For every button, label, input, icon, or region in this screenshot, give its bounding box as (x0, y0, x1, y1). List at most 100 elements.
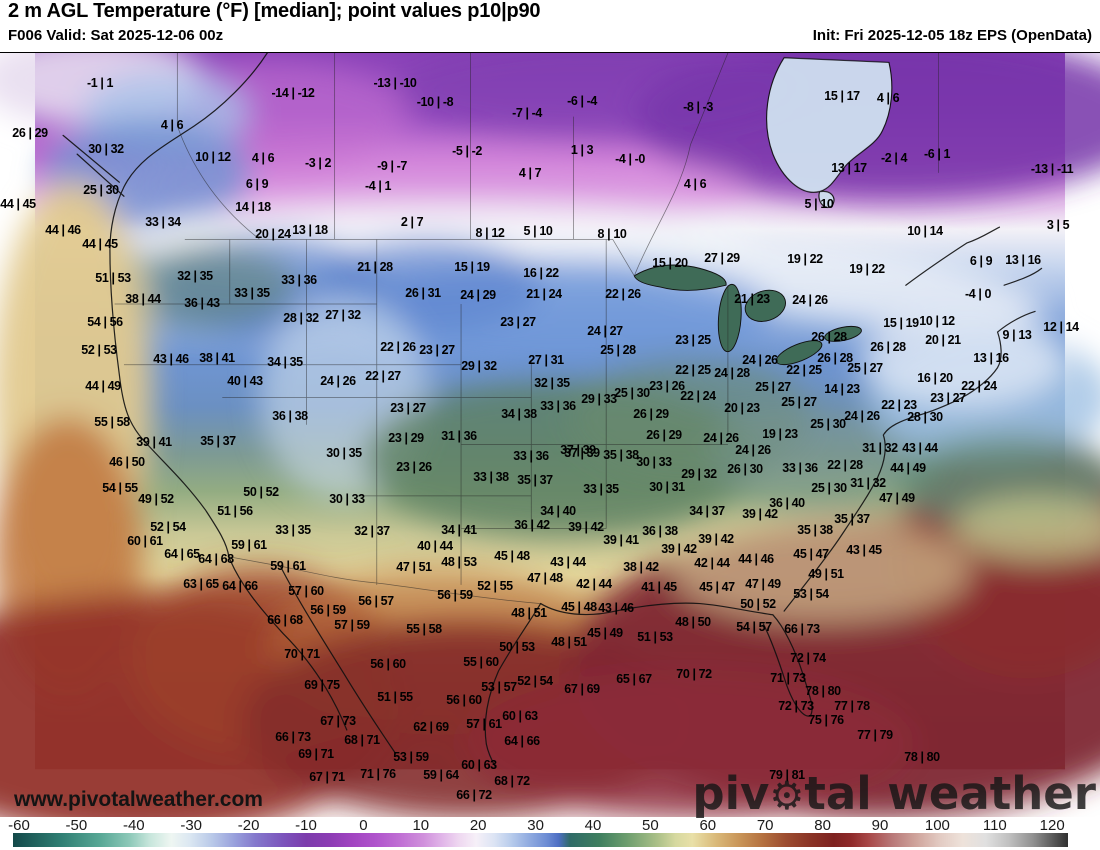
point-value: 32 | 35 (534, 376, 570, 390)
point-value: 45 | 48 (494, 549, 530, 563)
point-value: 53 | 59 (393, 750, 429, 764)
point-value: 16 | 20 (917, 371, 953, 385)
point-value: 53 | 54 (793, 587, 829, 601)
point-value: 20 | 23 (724, 401, 760, 415)
init-time: Init: Fri 2025-12-05 18z EPS (OpenData) (812, 27, 1092, 44)
point-value: 56 | 57 (358, 594, 394, 608)
point-value: 25 | 30 (810, 417, 846, 431)
point-value: 69 | 71 (298, 747, 334, 761)
point-value: 78 | 80 (805, 684, 841, 698)
point-value: 69 | 75 (304, 678, 340, 692)
point-value: 32 | 37 (354, 524, 390, 538)
point-value: 60 | 61 (127, 534, 163, 548)
point-value: 15 | 20 (652, 256, 688, 270)
point-value: 26 | 28 (870, 340, 906, 354)
point-value: 34 | 40 (540, 504, 576, 518)
point-value: 53 | 57 (481, 680, 517, 694)
point-value: 22 | 27 (365, 369, 401, 383)
point-value: 59 | 61 (270, 559, 306, 573)
point-value: 28 | 32 (283, 311, 319, 325)
point-value: 24 | 26 (703, 431, 739, 445)
point-value: 52 | 54 (150, 520, 186, 534)
point-value: 56 | 60 (370, 657, 406, 671)
point-value: 42 | 44 (694, 556, 730, 570)
point-value: 2 | 7 (400, 215, 424, 229)
point-value: 26 | 28 (817, 351, 853, 365)
point-value: 52 | 54 (517, 674, 553, 688)
point-value: 27 | 31 (528, 353, 564, 367)
point-value: 63 | 65 (183, 577, 219, 591)
point-value: 51 | 53 (95, 271, 131, 285)
header: 2 m AGL Temperature (°F) [median]; point… (0, 0, 1100, 52)
point-value: 24 | 26 (742, 353, 778, 367)
point-value: 30 | 33 (329, 492, 365, 506)
point-value: 51 | 55 (377, 690, 413, 704)
point-value: 23 | 27 (419, 343, 455, 357)
point-value: 54 | 55 (102, 481, 138, 495)
point-value: 79 | 81 (769, 768, 805, 782)
point-value: 56 | 60 (446, 693, 482, 707)
point-value: 34 | 37 (689, 504, 725, 518)
point-value: 14 | 18 (235, 200, 271, 214)
point-value: -10 | -8 (416, 95, 454, 109)
point-value: 19 | 22 (787, 252, 823, 266)
page-title: 2 m AGL Temperature (°F) [median]; point… (8, 0, 541, 22)
point-value: -4 | 0 (964, 287, 992, 301)
point-value: 22 | 24 (961, 379, 997, 393)
colorbar-tick-label: 60 (699, 817, 717, 834)
point-value: 64 | 66 (222, 579, 258, 593)
point-value: 5 | 10 (804, 197, 834, 211)
point-value: 43 | 46 (598, 601, 634, 615)
point-value: 52 | 53 (81, 343, 117, 357)
point-value: 29 | 32 (461, 359, 497, 373)
point-value: 35 | 38 (797, 523, 833, 537)
brand-logo: piv⚙tal weather (692, 771, 1096, 816)
logo-part1: piv (692, 767, 770, 818)
point-value: 13 | 17 (831, 161, 867, 175)
point-value: 1 | 3 (570, 143, 594, 157)
colorbar-tick-label: 120 (1039, 817, 1065, 834)
point-value: 36 | 40 (769, 496, 805, 510)
point-value: 15 | 17 (824, 89, 860, 103)
point-value: 48 | 51 (511, 606, 547, 620)
point-value: 22 | 23 (881, 398, 917, 412)
point-value: 44 | 45 (82, 237, 118, 251)
point-value: 59 | 64 (423, 768, 459, 782)
point-value: 25 | 28 (600, 343, 636, 357)
point-value: 25 | 27 (781, 395, 817, 409)
point-value: 44 | 46 (45, 223, 81, 237)
point-value: 39 | 41 (603, 533, 639, 547)
point-value: 75 | 76 (808, 713, 844, 727)
point-value: 27 | 32 (325, 308, 361, 322)
point-value: 33 | 36 (281, 273, 317, 287)
point-value: 26 | 29 (646, 428, 682, 442)
point-value: 47 | 51 (396, 560, 432, 574)
weather-map[interactable]: -1 | 1 -14 | -12 26 | 29 4 | 6 30 | 32 10 | 1… (0, 52, 1100, 818)
point-value: 39 | 42 (568, 520, 604, 534)
point-value: 36 | 43 (184, 296, 220, 310)
point-value: 77 | 79 (857, 728, 893, 742)
point-value: 22 | 26 (380, 340, 416, 354)
point-value: 44 | 49 (890, 461, 926, 475)
point-value: -4 | 1 (364, 179, 392, 193)
point-value: 50 | 53 (499, 640, 535, 654)
colorbar-tick-label: 30 (527, 817, 544, 834)
point-value: 3 | 5 (1046, 218, 1070, 232)
point-value: 33 | 35 (275, 523, 311, 537)
point-value: 33 | 38 (473, 470, 509, 484)
point-value: 66 | 73 (784, 622, 820, 636)
point-value: 19 | 22 (849, 262, 885, 276)
point-value: 30 | 35 (326, 446, 362, 460)
point-value: 25 | 27 (755, 380, 791, 394)
point-value: 9 | 13 (1002, 328, 1032, 342)
point-value: 54 | 56 (87, 315, 123, 329)
point-value: 30 | 33 (636, 455, 672, 469)
colorbar-tick-label: 20 (469, 817, 487, 834)
point-value: 4 | 6 (683, 177, 707, 191)
point-value: 21 | 28 (357, 260, 393, 274)
point-value: 57 | 61 (466, 717, 502, 731)
point-value: -14 | -12 (271, 86, 315, 100)
point-value: 43 | 44 (550, 555, 586, 569)
point-value: 60 | 63 (502, 709, 538, 723)
point-value: 45 | 47 (699, 580, 735, 594)
